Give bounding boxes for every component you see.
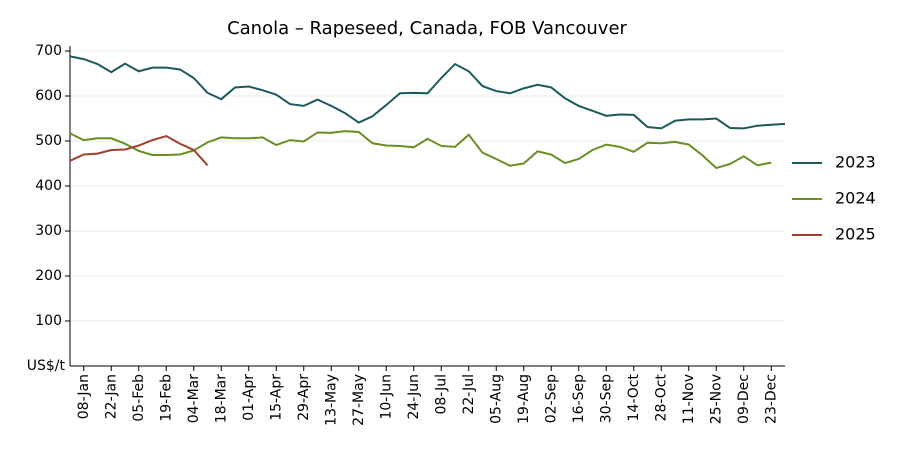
legend-text: 2023: [835, 153, 876, 172]
x-tick-label: 28-Oct: [653, 373, 669, 421]
x-tick-label: 08-Jan: [76, 374, 92, 419]
x-tick-label: 24-Jun: [406, 374, 422, 420]
x-tick-label: 29-Apr: [296, 374, 312, 421]
legend-text: 2024: [835, 189, 876, 208]
series-line: [69, 130, 772, 170]
x-tick-label: 22-Jul: [461, 374, 477, 415]
y-tick-label: 500: [35, 133, 62, 149]
x-tick-label: 10-Jun: [378, 374, 394, 420]
x-tick-label: 23-Dec: [763, 374, 779, 424]
y-axis-label: US$/t: [27, 358, 66, 374]
y-tick-label: 400: [35, 178, 62, 194]
y-tick-label: 300: [35, 223, 62, 239]
x-tick-label: 19-Aug: [516, 374, 532, 424]
x-tick-label: 15-Apr: [268, 374, 284, 421]
x-tick-label: 09-Dec: [736, 374, 752, 424]
x-tick-label: 11-Nov: [681, 374, 697, 424]
x-tick-label: 22-Jan: [103, 374, 119, 419]
x-tick-label: 01-Apr: [241, 374, 257, 421]
x-tick-label: 27-May: [351, 374, 367, 426]
x-tick-label: 16-Sep: [571, 374, 587, 423]
series-line: [69, 134, 209, 166]
y-tick-label: 700: [35, 43, 62, 59]
x-tick-label: 05-Feb: [131, 374, 147, 422]
y-tick-label: 200: [35, 268, 62, 284]
x-tick-label: 30-Sep: [598, 374, 614, 423]
chart-title: Canola – Rapeseed, Canada, FOB Vancouver: [227, 18, 627, 39]
x-tick-label: 04-Mar: [186, 374, 202, 424]
y-tick-label: 100: [35, 313, 62, 329]
x-tick-label: 25-Nov: [708, 374, 724, 424]
x-tick-label: 18-Mar: [213, 374, 229, 424]
y-tick-label: 600: [35, 88, 62, 104]
series-line: [69, 55, 786, 130]
x-tick-label: 02-Sep: [543, 374, 559, 423]
x-tick-label: 05-Aug: [488, 374, 504, 424]
x-tick-label: 19-Feb: [158, 374, 174, 422]
x-tick-label: 14-Oct: [626, 373, 642, 421]
x-tick-label: 13-May: [323, 374, 339, 426]
legend-text: 2025: [835, 225, 876, 244]
x-tick-label: 08-Jul: [433, 374, 449, 415]
